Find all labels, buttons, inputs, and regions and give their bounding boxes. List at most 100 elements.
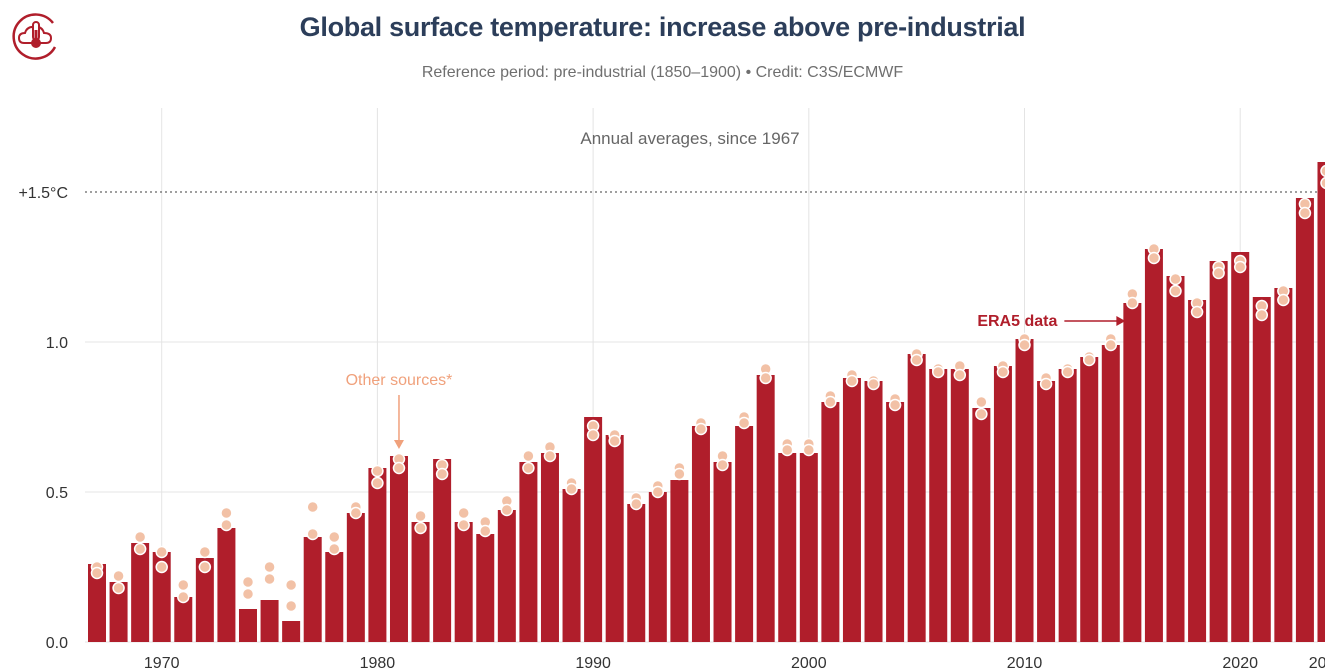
- other-source-dot-1968: [112, 569, 125, 583]
- bar-2022: [1274, 288, 1293, 642]
- other-source-dot-1994: [673, 467, 686, 481]
- other-source-dot-2017: [1169, 272, 1182, 286]
- chart-title: Global surface temperature: increase abo…: [299, 12, 1026, 42]
- logo: [8, 8, 64, 64]
- other-source-dot-2012: [1061, 365, 1074, 379]
- chart-subtitle: Reference period: pre-industrial (1850–1…: [421, 64, 904, 81]
- other-source-dot-1976: [284, 599, 298, 613]
- bars-layer: [88, 162, 1325, 642]
- bar-1968: [109, 582, 128, 642]
- other-source-dot-2003: [867, 377, 880, 391]
- other-sources-arrowhead: [393, 440, 404, 449]
- bar-1988: [540, 453, 559, 642]
- other-source-dot-2010: [1018, 338, 1031, 352]
- bar-1984: [454, 522, 473, 642]
- other-source-dot-2024: [1320, 164, 1325, 178]
- other-source-dot-1970: [155, 560, 168, 574]
- y-tick-label: 1.0: [46, 335, 68, 352]
- other-source-dot-1993: [651, 485, 665, 499]
- other-source-dot-2020: [1233, 260, 1247, 274]
- bar-1972: [195, 558, 214, 642]
- other-source-dot-1981: [392, 461, 406, 475]
- y-tick-label: +1.5°C: [18, 185, 68, 202]
- bar-2021: [1252, 297, 1271, 642]
- era5-arrowhead: [1116, 316, 1126, 326]
- other-source-dot-1990: [586, 428, 600, 442]
- bar-1974: [238, 609, 257, 642]
- other-source-dot-2009: [996, 365, 1010, 379]
- x-tick-label: 2000: [791, 655, 827, 671]
- other-source-dot-1978: [328, 530, 341, 544]
- other-source-dot-1977: [306, 527, 319, 541]
- bar-1973: [217, 528, 236, 642]
- other-source-dot-2019: [1212, 266, 1225, 280]
- other-source-dot-2017: [1169, 284, 1182, 298]
- other-source-dot-2001: [824, 395, 837, 409]
- bar-1997: [735, 426, 754, 642]
- bar-1983: [433, 459, 452, 642]
- bar-2018: [1188, 300, 1207, 642]
- other-source-dot-1992: [630, 497, 643, 511]
- bar-1994: [670, 480, 689, 642]
- thermometer-cloud-icon: [12, 13, 57, 60]
- other-source-dot-2006: [931, 365, 945, 379]
- bar-2019: [1209, 261, 1228, 642]
- other-source-dot-2008: [975, 395, 988, 409]
- other-source-dot-2011: [1039, 377, 1053, 391]
- other-source-dot-1972: [198, 560, 212, 574]
- bar-1969: [131, 543, 150, 642]
- bar-2011: [1037, 381, 1056, 642]
- bar-1978: [325, 552, 344, 642]
- other-source-dot-1973: [220, 518, 233, 532]
- other-source-dot-1980: [371, 464, 384, 478]
- other-source-dot-1971: [177, 578, 190, 592]
- other-source-dot-1967: [90, 566, 104, 580]
- bar-2001: [821, 402, 840, 642]
- other-source-dot-2018: [1190, 305, 1204, 319]
- other-source-dot-1989: [565, 482, 578, 496]
- other-source-dot-1980: [371, 476, 384, 490]
- bar-1982: [411, 522, 430, 642]
- bar-1981: [389, 456, 408, 642]
- bar-2003: [864, 381, 883, 642]
- bar-2014: [1101, 345, 1120, 642]
- bar-2009: [993, 366, 1012, 642]
- bar-1977: [303, 537, 322, 642]
- inner-label: Annual averages, since 1967: [580, 129, 799, 148]
- other-source-dot-1987: [522, 449, 535, 463]
- bar-1990: [584, 417, 603, 642]
- other-source-dot-1979: [349, 506, 363, 520]
- bar-1991: [605, 435, 624, 642]
- other-source-dot-1984: [457, 506, 470, 520]
- bar-1993: [648, 492, 667, 642]
- x-tick-label: 2024: [1309, 655, 1325, 671]
- bar-1970: [152, 552, 171, 642]
- bar-2002: [842, 378, 861, 642]
- other-source-dot-2014: [1104, 338, 1118, 352]
- other-source-dot-1991: [608, 434, 621, 448]
- bar-1971: [174, 597, 193, 642]
- other-source-dot-2013: [1082, 353, 1096, 367]
- other-source-dot-1968: [112, 581, 125, 595]
- bar-2006: [929, 369, 948, 642]
- y-tick-label: 0.0: [46, 635, 68, 652]
- bar-1975: [260, 600, 279, 642]
- bar-2004: [886, 402, 905, 642]
- other-source-dot-2005: [910, 353, 923, 367]
- bar-1985: [476, 534, 495, 642]
- bar-1979: [346, 513, 365, 642]
- bar-2023: [1295, 198, 1314, 642]
- other-source-dot-1985: [479, 524, 492, 538]
- other-source-dot-2021: [1255, 308, 1269, 322]
- x-tick-label: 2020: [1222, 655, 1258, 671]
- bar-2015: [1123, 303, 1142, 642]
- bar-2005: [907, 354, 926, 642]
- other-source-dot-1983: [435, 467, 449, 481]
- bar-2012: [1058, 369, 1077, 642]
- other-source-dot-2015: [1126, 296, 1139, 310]
- other-source-dot-1978: [328, 542, 341, 556]
- era5-label: ERA5 data: [977, 313, 1057, 330]
- bar-1987: [519, 462, 538, 642]
- other-source-dot-1982: [414, 509, 427, 523]
